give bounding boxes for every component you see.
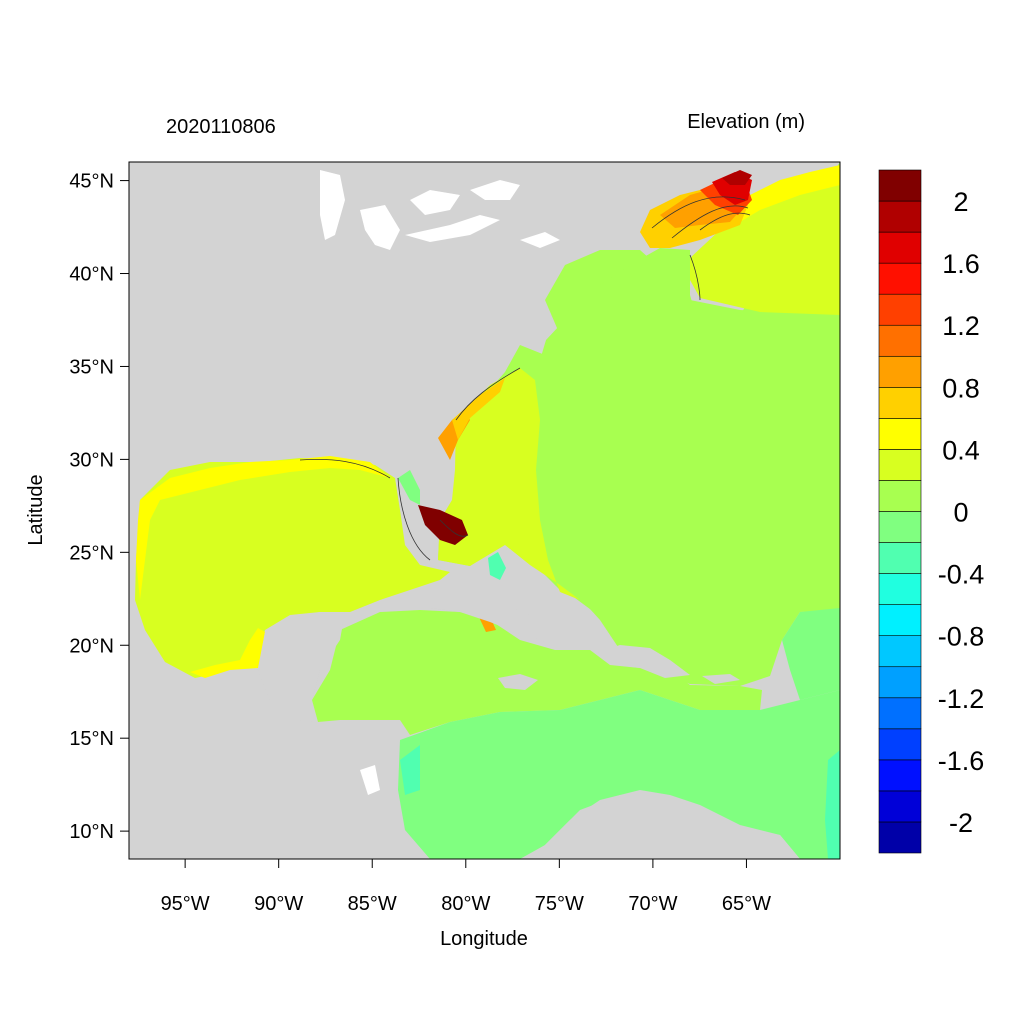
eastern-caribbean-patch: [782, 608, 840, 700]
caribbean-south: [398, 690, 840, 859]
colorbar-label: -1.6: [938, 746, 985, 776]
yucatan-peninsula: [258, 612, 345, 722]
colorbar-box: [878, 604, 922, 636]
great-lakes: [320, 170, 560, 250]
colorbar-box: [878, 666, 922, 699]
bay-of-fundy: [722, 170, 752, 185]
gulf-north-shelf-yellow: [136, 456, 390, 600]
colorbar-label: -2: [949, 808, 973, 838]
lat-tick-label: 30°N: [69, 449, 114, 471]
florida-west-coast: [398, 470, 420, 505]
colorbar-box: [878, 324, 922, 357]
florida-surge-max: [418, 505, 468, 545]
lon-tick-label: 75°W: [535, 893, 584, 915]
lat-tick-label: 35°N: [69, 356, 114, 378]
lat-tick-label: 45°N: [69, 171, 114, 193]
colorbar-box: [878, 169, 922, 202]
colorbar-label: -1.2: [938, 684, 985, 714]
date-label: 2020110806: [166, 116, 276, 138]
yucatan-coast-yellow: [190, 628, 265, 678]
lon-tick-label: 70°W: [628, 893, 677, 915]
colorbar-box: [878, 200, 922, 233]
cuba-island: [400, 592, 600, 650]
colorbar-label: 2: [953, 187, 968, 217]
lon-tick-label: 95°W: [161, 893, 210, 915]
map-frame: [128, 161, 841, 860]
colorbar-label: 1.6: [942, 249, 980, 279]
bahamas-teal: [488, 552, 506, 580]
gulf-of-mexico: [135, 458, 450, 678]
caribbean-sea: [312, 610, 762, 735]
colorbar-box: [878, 480, 922, 512]
colorbar-box: [878, 355, 922, 388]
colorbar-box: [878, 449, 922, 481]
colorbar-label: -0.8: [938, 622, 985, 652]
y-axis-label: Latitude: [25, 474, 47, 545]
georgia-coast: [452, 378, 505, 440]
colorbar-box: [878, 635, 922, 668]
northeast-shelf: [690, 165, 840, 315]
caribbean-teal-patch: [400, 745, 420, 795]
puerto-rico-island: [702, 674, 740, 684]
colorbar-box: [878, 418, 922, 450]
colorbar-label: -0.4: [938, 560, 985, 590]
lat-tick-label: 15°N: [69, 728, 114, 750]
colorbar-label: 0.4: [942, 435, 980, 465]
lat-tick-label: 20°N: [69, 635, 114, 657]
hispaniola-island: [598, 645, 690, 678]
colorbar-box: [878, 231, 922, 264]
map-panel: [128, 161, 841, 860]
gulf-stream-band: [438, 368, 580, 600]
colorbar-box: [878, 387, 922, 419]
colorbar-box: [878, 542, 922, 574]
colorbar-box: [878, 728, 922, 761]
lat-tick-label: 10°N: [69, 821, 114, 843]
jamaica-island: [498, 674, 538, 690]
lon-tick-label: 90°W: [254, 893, 303, 915]
eastern-teal-strip: [825, 750, 840, 859]
ne-yellow-band: [740, 165, 840, 222]
lon-tick-label: 65°W: [722, 893, 771, 915]
colorbar-label: 0: [953, 498, 968, 528]
contour-lines: [299, 196, 751, 561]
colorbar-box: [878, 697, 922, 730]
lon-tick-label: 85°W: [348, 893, 397, 915]
lake-nicaragua: [360, 765, 380, 795]
colorbar-box: [878, 293, 922, 326]
colorbar-box: [878, 511, 922, 543]
lat-tick-label: 40°N: [69, 264, 114, 286]
colorbar-label: 1.2: [942, 311, 980, 341]
colorbar-box: [878, 790, 922, 823]
lon-tick-label: 80°W: [441, 893, 490, 915]
x-axis-label: Longitude: [440, 928, 528, 950]
latitude-axis: 45°N 40°N 35°N 30°N 25°N 20°N 15°N 10°N: [69, 171, 129, 843]
lat-tick-label: 25°N: [69, 542, 114, 564]
colorbar-box: [878, 262, 922, 295]
longitude-axis: 95°W 90°W 85°W 80°W 75°W 70°W 65°W: [161, 859, 771, 915]
colorbar-box: [878, 821, 922, 854]
colorbar-box: [878, 573, 922, 605]
variable-label: Elevation (m): [687, 111, 805, 133]
atlantic-main: [534, 200, 840, 686]
south-america: [520, 790, 800, 859]
colorbar: 2 1.6 1.2 0.8 0.4 0 -0.4 -0.8 -1.2 -1.6 -2: [878, 169, 985, 854]
colorbar-label: 0.8: [942, 373, 980, 403]
colorbar-box: [878, 759, 922, 792]
